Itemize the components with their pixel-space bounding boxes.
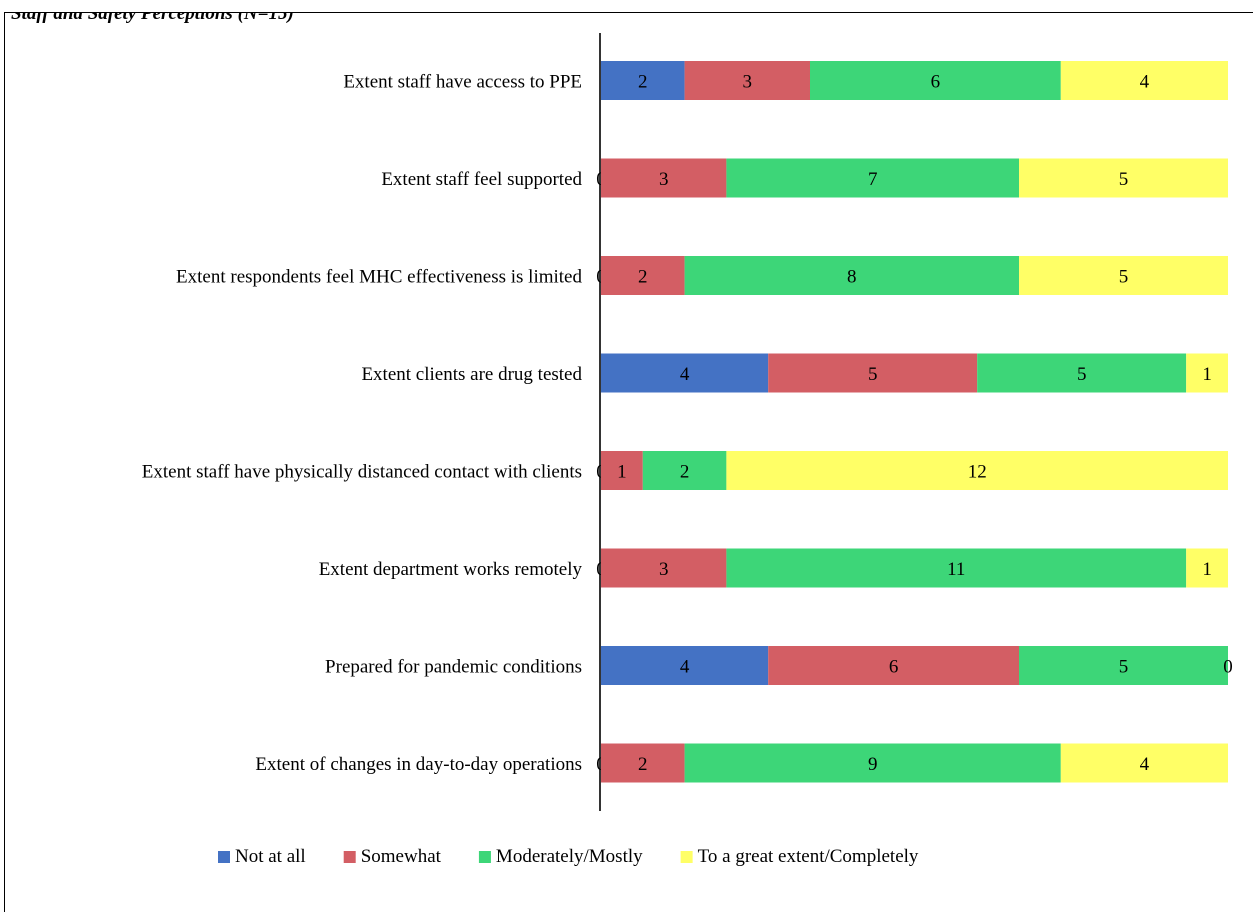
data-label: 7 xyxy=(868,169,878,190)
bar-row: 2 3 6 4 xyxy=(601,61,1228,100)
bar-segment xyxy=(1060,61,1228,100)
bar-segment xyxy=(726,548,1187,588)
data-label: 5 xyxy=(1119,169,1129,190)
bar-segment xyxy=(601,353,769,393)
legend-swatch xyxy=(218,851,230,863)
bar-segment xyxy=(1186,353,1228,393)
data-label: 4 xyxy=(680,657,690,678)
bar-segment xyxy=(601,743,685,783)
data-label: 9 xyxy=(868,754,878,775)
legend-swatch xyxy=(680,851,693,863)
bar-segment xyxy=(601,548,727,588)
legend-item: To a great extent/Completely xyxy=(680,846,919,867)
bar-segment xyxy=(601,646,769,685)
data-label: 3 xyxy=(659,169,669,190)
bars-layer: 2364037502854551012120311146500294 xyxy=(596,61,1233,783)
data-label: 2 xyxy=(638,72,648,93)
category-label: Extent clients are drug tested xyxy=(361,364,582,385)
chart-frame: Staff and Safety Perceptions (N=15) xyxy=(4,12,1253,912)
legend-label: To a great extent/Completely xyxy=(698,846,919,867)
legend: Not at all Somewhat Moderately/Mostly To a … xyxy=(218,846,919,867)
bar-row: 0375 xyxy=(596,158,1228,198)
bar-segment xyxy=(1019,646,1228,685)
legend-item: Somewhat xyxy=(343,846,442,867)
data-label: 4 xyxy=(680,364,690,385)
bar-row: 03111 xyxy=(596,548,1228,588)
bar-segment xyxy=(601,158,727,198)
data-label: 8 xyxy=(847,267,857,288)
bar-segment xyxy=(768,646,1019,685)
legend-label: Moderately/Mostly xyxy=(496,846,643,867)
bar-segment xyxy=(977,353,1187,393)
data-label: 1 xyxy=(1202,559,1212,580)
bar-row: 01212 xyxy=(596,451,1228,490)
bar-segment xyxy=(601,61,685,100)
bar-segment xyxy=(768,353,978,393)
bar-segment xyxy=(684,743,1061,783)
category-label: Extent department works remotely xyxy=(319,559,583,580)
bar-segment xyxy=(601,256,685,295)
data-label: 0 xyxy=(1223,657,1233,678)
data-label: 5 xyxy=(1077,364,1087,385)
legend-label: Not at all xyxy=(235,846,306,867)
bar-segment xyxy=(684,61,810,100)
category-label: Extent staff have physically distanced c… xyxy=(142,462,582,483)
bar-segment xyxy=(810,61,1061,100)
category-label: Prepared for pandemic conditions xyxy=(325,657,582,678)
bar-row: 0285 xyxy=(596,256,1228,295)
data-label: 5 xyxy=(868,364,878,385)
legend-swatch xyxy=(478,851,491,863)
bar-segment xyxy=(1019,158,1228,198)
data-label: 6 xyxy=(931,72,941,93)
data-label: 4 xyxy=(1140,754,1150,775)
bar-segment xyxy=(601,451,643,490)
data-label: 5 xyxy=(1119,267,1129,288)
category-labels: Extent staff have access to PPE Extent st… xyxy=(142,72,583,776)
category-label: Extent respondents feel MHC effectivenes… xyxy=(176,267,582,288)
data-label: 4 xyxy=(1140,72,1150,93)
legend-label: Somewhat xyxy=(361,846,442,867)
data-label: 11 xyxy=(947,559,965,580)
category-label: Extent staff have access to PPE xyxy=(343,72,582,93)
bar-segment xyxy=(726,451,1228,490)
bar-segment xyxy=(1060,743,1228,783)
bar-segment xyxy=(642,451,727,490)
data-label: 1 xyxy=(1202,364,1212,385)
data-label: 3 xyxy=(743,72,753,93)
bar-segment xyxy=(1019,256,1228,295)
data-label: 1 xyxy=(617,462,627,483)
bar-segment xyxy=(1186,548,1228,588)
category-label: Extent of changes in day-to-day operatio… xyxy=(255,754,582,775)
chart-caption: Staff and Safety Perceptions (N=15) xyxy=(11,4,294,23)
data-label: 5 xyxy=(1119,657,1129,678)
bar-row: 4 5 5 1 xyxy=(601,353,1228,393)
data-label: 2 xyxy=(638,754,648,775)
data-label: 12 xyxy=(968,462,987,483)
bar-segment xyxy=(726,158,1019,198)
legend-swatch xyxy=(343,851,356,863)
data-label: 3 xyxy=(659,559,669,580)
data-label: 2 xyxy=(638,267,648,288)
legend-item: Not at all xyxy=(218,846,306,867)
data-label: 2 xyxy=(680,462,690,483)
legend-item: Moderately/Mostly xyxy=(478,846,643,867)
bar-segment xyxy=(684,256,1019,295)
category-label: Extent staff feel supported xyxy=(381,169,582,190)
data-label: 6 xyxy=(889,657,899,678)
bar-row: 4 6 5 0 xyxy=(601,646,1233,685)
